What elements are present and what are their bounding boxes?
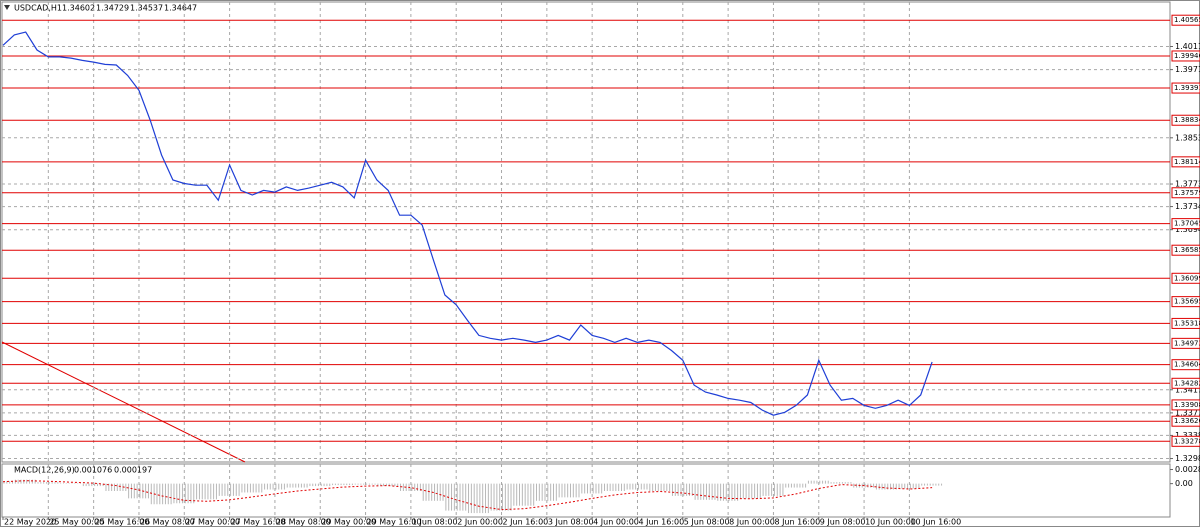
- x-tick-label: 2 Jun 00:00: [457, 518, 503, 527]
- level-label: 1.33278: [1174, 437, 1200, 445]
- level-tag: [1171, 218, 1200, 230]
- x-tick-label: 8 Jun 00:00: [729, 518, 775, 527]
- x-tick-label: 3 Jun 08:00: [548, 518, 594, 527]
- level-tag: [1171, 156, 1200, 168]
- level-tag: [1171, 415, 1200, 427]
- level-label: 1.33626: [1174, 417, 1200, 425]
- y-tick-label: 1.32980: [1175, 454, 1200, 463]
- level-label: 1.34973: [1174, 339, 1200, 347]
- y-tick-label: 1.33380: [1175, 431, 1200, 440]
- level-label: 1.39946: [1174, 52, 1200, 60]
- level-tag: [1171, 399, 1200, 411]
- level-label: 1.37579: [1174, 189, 1200, 197]
- level-label: 1.37045: [1174, 220, 1200, 228]
- level-tag: [1171, 82, 1200, 94]
- y-tick-label: 0.002876: [1175, 465, 1200, 474]
- x-tick-label: 9 Jun 08:00: [820, 518, 866, 527]
- level-label: 1.36099: [1174, 274, 1200, 282]
- level-label: 1.35318: [1174, 319, 1200, 327]
- x-tick-label: 1 Jun 08:00: [412, 518, 458, 527]
- level-label: 1.35695: [1174, 298, 1200, 306]
- x-tick-label: 10 Jun 16:00: [910, 518, 961, 527]
- trend-line: [1, 341, 246, 463]
- level-tag: [1171, 14, 1200, 26]
- level-label: 1.36585: [1174, 246, 1200, 254]
- y-tick-label: 1.37730: [1175, 180, 1200, 189]
- signal-line: [2, 480, 933, 511]
- level-tag: [1171, 114, 1200, 126]
- level-tag: [1171, 317, 1200, 329]
- macd-title: MACD(12,26,9): [14, 466, 75, 475]
- y-tick-label: 0.00: [1175, 479, 1193, 488]
- level-tag: [1171, 377, 1200, 389]
- macd-readout: 0.000197: [114, 466, 152, 475]
- y-tick-label: 1.39710: [1175, 65, 1200, 74]
- level-label: 1.34604: [1174, 361, 1200, 369]
- level-tag: [1171, 187, 1200, 199]
- x-tick-label: 2 Jun 16:00: [503, 518, 549, 527]
- level-label: 1.38834: [1174, 116, 1200, 124]
- ohlc-value: 1.34602: [62, 4, 95, 13]
- level-tag: [1171, 435, 1200, 447]
- y-tick-label: 1.37340: [1175, 202, 1200, 211]
- x-tick-label: 25 May 16:00: [95, 518, 150, 527]
- x-tick-label: 26 May 08:00: [140, 518, 195, 527]
- level-label: 1.33908: [1174, 401, 1200, 409]
- x-tick-label: 4 Jun 16:00: [638, 518, 684, 527]
- level-label: 1.34282: [1174, 379, 1200, 387]
- y-tick-label: 1.38530: [1175, 133, 1200, 142]
- symbol-arrow: [4, 5, 10, 10]
- y-tick-label: 1.36940: [1175, 225, 1200, 234]
- level-tag: [1171, 296, 1200, 308]
- level-tag: [1171, 359, 1200, 371]
- level-tag: [1171, 50, 1200, 62]
- level-label: 1.38114: [1174, 158, 1200, 166]
- level-label: 1.40565: [1174, 16, 1200, 24]
- x-tick-label: 29 May 16:00: [367, 518, 422, 527]
- x-tick-label: 29 May 00:00: [321, 518, 376, 527]
- x-tick-label: 10 Jun 00:00: [865, 518, 916, 527]
- macd-panel: [1, 463, 1171, 518]
- x-tick-label: 22 May 2020: [4, 518, 56, 527]
- y-tick-label: 1.33770: [1175, 408, 1200, 417]
- ohlc-value: 1.34729: [96, 4, 129, 13]
- y-tick-label: 1.40110: [1175, 42, 1200, 51]
- level-tag: [1171, 244, 1200, 256]
- y-tick-label: 1.34170: [1175, 385, 1200, 394]
- ohlc-value: 1.34647: [164, 4, 197, 13]
- x-tick-label: 8 Jun 16:00: [774, 518, 820, 527]
- symbol-title: USDCAD,H1: [14, 4, 62, 13]
- x-tick-label: 28 May 08:00: [276, 518, 331, 527]
- price-line: [2, 31, 933, 416]
- main-panel: [1, 1, 1171, 463]
- x-tick-label: 25 May 00:00: [49, 518, 104, 527]
- ohlc-value: 1.34537: [130, 4, 163, 13]
- macd-readout: 0.001076: [74, 466, 112, 475]
- level-tag: [1171, 337, 1200, 349]
- x-tick-label: 5 Jun 08:00: [684, 518, 730, 527]
- x-tick-label: 27 May 00:00: [185, 518, 240, 527]
- x-tick-label: 27 May 16:00: [231, 518, 286, 527]
- level-tag: [1171, 272, 1200, 284]
- x-tick-label: 4 Jun 00:00: [593, 518, 639, 527]
